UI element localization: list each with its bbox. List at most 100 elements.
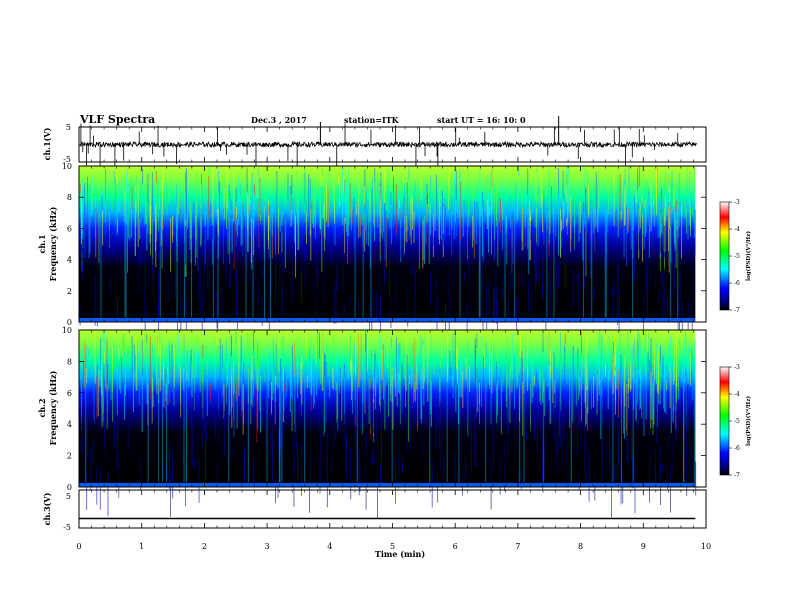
- spectral-streak: [194, 260, 195, 280]
- spectral-streak: [343, 217, 345, 253]
- spectral-streak: [160, 204, 162, 246]
- spectral-streak: [374, 214, 375, 242]
- spectral-streak: [659, 348, 661, 405]
- spectral-streak: [521, 270, 523, 285]
- spectral-streak: [194, 362, 196, 411]
- spectral-streak: [159, 180, 160, 210]
- spectral-streak: [448, 167, 450, 210]
- spectral-streak: [677, 383, 679, 400]
- spectral-streak: [530, 220, 532, 240]
- ch1-spectrogram-ylabel-frequency: Frequency (kHz): [48, 206, 58, 281]
- spectral-streak: [161, 181, 163, 193]
- spectral-streak: [391, 375, 393, 404]
- spectral-streak: [534, 406, 536, 440]
- spectral-streak: [623, 180, 625, 201]
- spectral-streak: [84, 417, 86, 464]
- spectral-streak: [645, 239, 647, 293]
- spectral-streak: [451, 375, 453, 387]
- spectral-streak: [567, 170, 569, 183]
- spectral-streak: [114, 208, 116, 225]
- spectral-streak: [301, 356, 303, 405]
- spectral-streak: [634, 196, 635, 220]
- spectral-streak: [319, 456, 321, 494]
- spectral-streak: [686, 465, 688, 496]
- spectral-streak: [667, 466, 668, 490]
- spectral-streak: [587, 234, 588, 286]
- spectral-streak: [341, 365, 343, 421]
- spectral-streak: [426, 200, 428, 223]
- spectral-streak: [294, 379, 296, 432]
- spectral-streak: [378, 331, 380, 357]
- sferic-line: [604, 212, 606, 318]
- spectral-streak: [208, 166, 210, 175]
- spectral-streak: [375, 362, 377, 396]
- spectral-streak: [675, 200, 677, 212]
- spectral-streak: [542, 440, 543, 491]
- spectral-streak: [358, 182, 360, 238]
- spectral-streak: [320, 340, 322, 385]
- ch2-colorbar-ticks: -3-4-5-6-7: [729, 364, 740, 479]
- spectral-streak: [171, 449, 173, 487]
- spectral-streak: [287, 379, 289, 393]
- spectral-streak: [546, 433, 548, 461]
- spectral-streak: [333, 288, 335, 325]
- spectral-streak: [497, 380, 499, 416]
- spectral-streak: [371, 350, 373, 364]
- spectral-streak: [633, 357, 635, 367]
- spectral-streak: [649, 360, 651, 419]
- spectral-streak: [518, 338, 520, 377]
- spectral-streak: [637, 168, 639, 190]
- spectral-streak: [624, 356, 626, 408]
- spectral-streak: [608, 234, 610, 269]
- ch2-colorbar-label: log(PSD)(V²/Hz): [745, 396, 752, 446]
- spectral-streak: [474, 422, 476, 467]
- spectral-streak: [400, 209, 402, 229]
- spectral-streak: [359, 213, 361, 237]
- spectral-streak: [95, 208, 97, 259]
- spectral-streak: [304, 166, 306, 214]
- spectral-streak: [685, 366, 687, 378]
- spectral-streak: [291, 360, 293, 397]
- sferic-line: [605, 212, 607, 318]
- spectral-streak: [172, 459, 174, 499]
- spectral-streak: [418, 214, 420, 270]
- spectral-streak: [688, 170, 690, 226]
- spectral-streak: [259, 375, 261, 433]
- sferic-line: [100, 212, 102, 318]
- sferic-line: [570, 377, 572, 483]
- spectral-streak: [255, 344, 257, 370]
- sferic-line: [683, 377, 685, 483]
- spectral-streak: [462, 180, 464, 237]
- spectral-streak: [639, 331, 641, 375]
- spectral-streak: [541, 349, 543, 403]
- spectral-streak: [587, 172, 589, 187]
- spectral-streak: [153, 371, 155, 407]
- spectral-streak: [449, 350, 451, 376]
- spectral-streak: [656, 412, 658, 444]
- spectral-streak: [534, 244, 535, 266]
- spectral-streak: [311, 363, 313, 396]
- spectral-streak: [316, 267, 318, 289]
- spectral-streak: [92, 175, 94, 194]
- spectral-streak: [174, 245, 176, 298]
- spectral-streak: [506, 357, 508, 408]
- spectral-streak: [271, 441, 273, 484]
- spectral-streak: [251, 355, 253, 381]
- spectral-streak: [475, 345, 477, 388]
- spectral-streak: [336, 188, 338, 212]
- spectral-streak: [584, 402, 585, 448]
- spectral-streak: [593, 376, 595, 408]
- spectral-streak: [596, 179, 598, 233]
- spectral-streak: [123, 334, 125, 350]
- spectral-streak: [502, 279, 504, 297]
- spectral-streak: [133, 179, 135, 208]
- spectral-streak: [218, 408, 219, 443]
- spectral-streak: [365, 432, 367, 453]
- spectral-streak: [638, 166, 640, 187]
- spectral-streak: [677, 343, 679, 392]
- spectral-streak: [236, 375, 238, 429]
- spectral-streak: [81, 179, 83, 235]
- spectral-streak: [248, 204, 250, 214]
- spectral-streak: [246, 167, 248, 192]
